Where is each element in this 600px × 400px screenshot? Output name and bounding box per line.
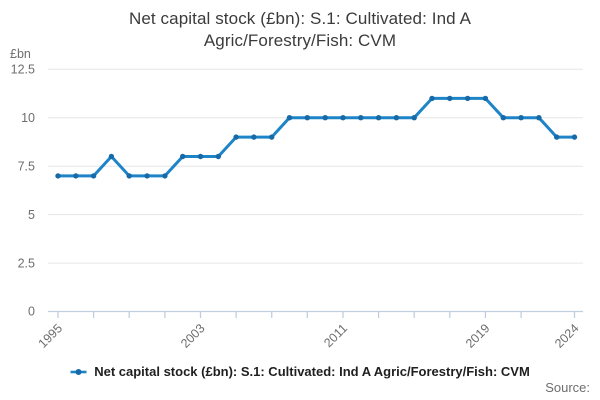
data-point[interactable] xyxy=(500,115,506,121)
data-point[interactable] xyxy=(411,115,417,121)
data-point[interactable] xyxy=(393,115,400,121)
data-point[interactable] xyxy=(518,115,524,121)
data-point[interactable] xyxy=(90,173,97,179)
x-tick-label: 2024 xyxy=(552,321,582,351)
data-point[interactable] xyxy=(197,153,204,160)
data-point[interactable] xyxy=(73,173,79,179)
data-point[interactable] xyxy=(340,115,346,121)
data-point[interactable] xyxy=(482,95,489,102)
y-tick-label: 12.5 xyxy=(11,63,35,77)
series-line xyxy=(56,96,576,178)
data-point[interactable] xyxy=(269,134,275,140)
data-point[interactable] xyxy=(464,95,471,102)
chart-title-line1: Net capital stock (£bn): S.1: Cultivated… xyxy=(128,9,472,28)
data-point[interactable] xyxy=(162,173,168,179)
data-point[interactable] xyxy=(375,115,382,121)
x-tick-label: 1995 xyxy=(36,321,66,351)
chart-title: Net capital stock (£bn): S.1: Cultivated… xyxy=(0,8,600,52)
y-tick-label: 7.5 xyxy=(18,159,35,173)
data-point[interactable] xyxy=(286,115,293,121)
data-point[interactable] xyxy=(429,95,435,102)
data-point[interactable] xyxy=(358,115,364,121)
data-point[interactable] xyxy=(108,153,115,160)
chart-title-line2: Agric/Forestry/Fish: CVM xyxy=(203,31,397,50)
data-point[interactable] xyxy=(447,95,453,102)
legend[interactable]: Net capital stock (£bn): S.1: Cultivated… xyxy=(0,364,600,379)
data-point[interactable] xyxy=(251,134,257,140)
legend-line-marker-icon xyxy=(70,368,87,375)
y-tick-label: 10 xyxy=(21,111,35,125)
data-point[interactable] xyxy=(554,134,560,140)
data-point[interactable] xyxy=(304,115,310,121)
y-tick-label: 2.5 xyxy=(18,256,35,270)
x-tick-label: 2011 xyxy=(321,321,350,350)
x-tick-label: 2003 xyxy=(178,321,208,351)
data-point[interactable] xyxy=(536,115,542,121)
data-point[interactable] xyxy=(55,173,61,179)
y-tick-label: 0 xyxy=(28,305,35,319)
data-point[interactable] xyxy=(215,153,221,160)
data-point[interactable] xyxy=(180,153,186,160)
y-tick-label: 5 xyxy=(28,208,35,222)
source-label: Source: xyxy=(545,380,590,395)
data-point[interactable] xyxy=(144,173,150,179)
y-axis-unit-label: £bn xyxy=(10,47,31,61)
data-point[interactable] xyxy=(126,173,132,179)
data-point[interactable] xyxy=(571,134,578,140)
data-point[interactable] xyxy=(322,115,328,121)
legend-series-label: Net capital stock (£bn): S.1: Cultivated… xyxy=(94,364,530,379)
plot-area: 0 2.5 5 7.5 10 12.5 1995 2003 2011 2019 2024 xyxy=(11,63,583,351)
x-tick-label: 2019 xyxy=(463,321,493,351)
data-point[interactable] xyxy=(233,134,239,140)
